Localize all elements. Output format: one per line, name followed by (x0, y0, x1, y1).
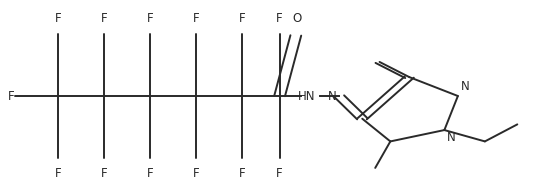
Text: HN: HN (298, 89, 315, 103)
Text: F: F (55, 167, 61, 180)
Text: F: F (147, 12, 153, 25)
Text: F: F (55, 12, 61, 25)
Text: F: F (276, 12, 283, 25)
Text: F: F (276, 167, 283, 180)
Text: N: N (328, 89, 337, 103)
Text: F: F (8, 89, 15, 103)
Text: O: O (293, 12, 302, 25)
Text: F: F (193, 167, 199, 180)
Text: F: F (100, 12, 108, 25)
Text: N: N (446, 131, 455, 144)
Text: F: F (100, 167, 108, 180)
Text: N: N (460, 80, 469, 93)
Text: F: F (147, 167, 153, 180)
Text: F: F (238, 167, 245, 180)
Text: F: F (193, 12, 199, 25)
Text: F: F (238, 12, 245, 25)
